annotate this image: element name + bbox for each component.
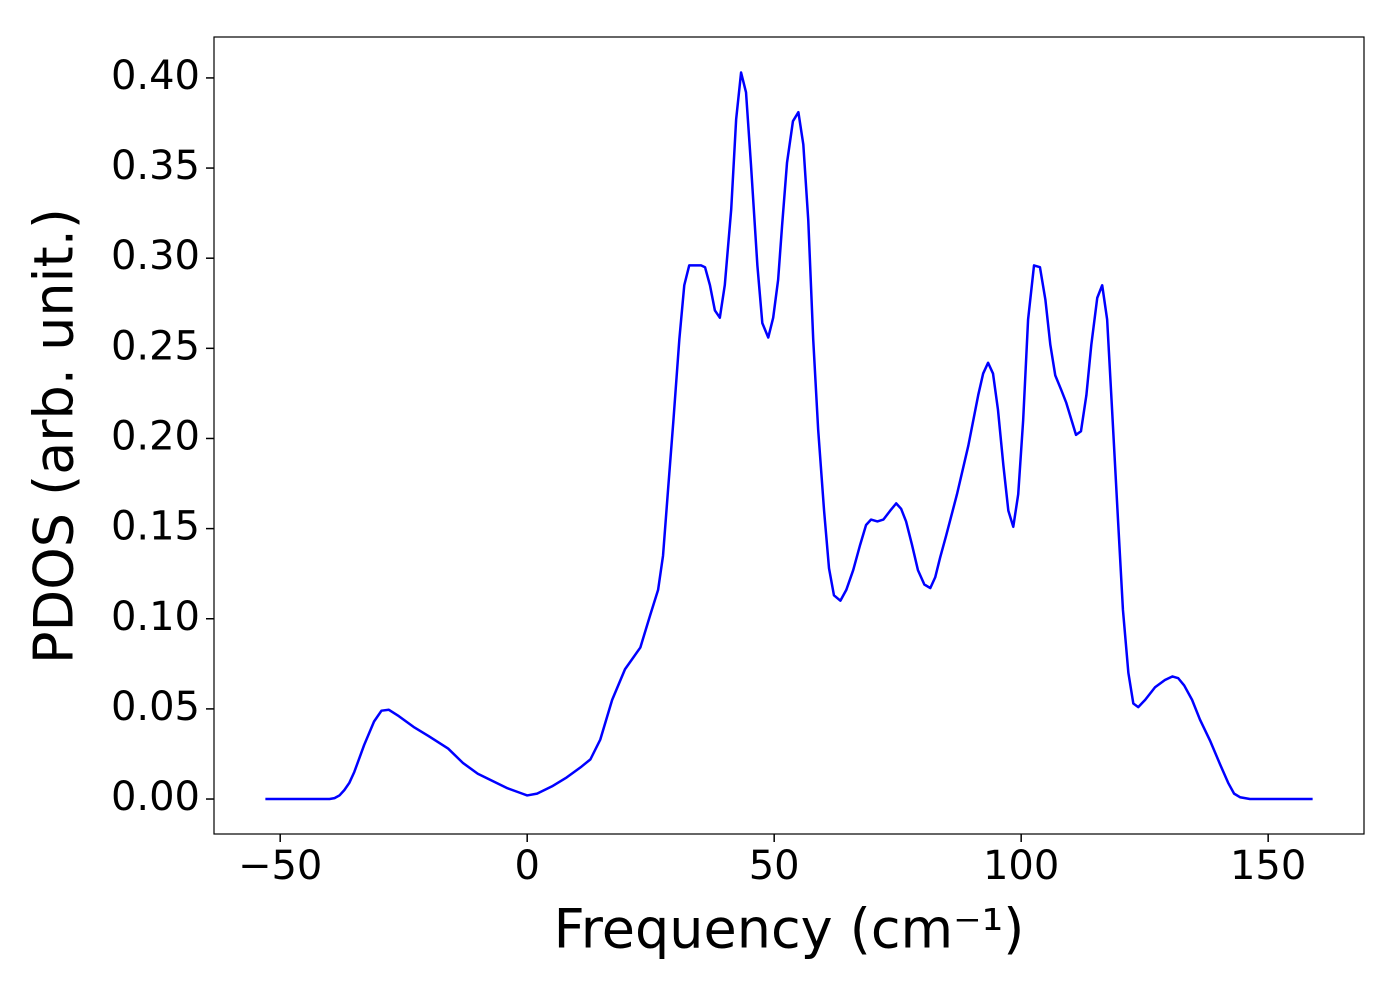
x-axis-label: Frequency (cm⁻¹) xyxy=(554,898,1025,961)
y-tick-label: 0.25 xyxy=(111,323,200,369)
y-tick-label: 0.35 xyxy=(111,143,200,189)
data-line xyxy=(265,71,1313,801)
y-tick-label: 0.10 xyxy=(111,594,200,640)
x-tick-label: 0 xyxy=(514,843,539,889)
plot-frame xyxy=(213,36,1365,835)
y-tick-label: 0.15 xyxy=(111,504,200,550)
y-axis-label: PDOS (arb. unit.) xyxy=(23,208,86,664)
x-tick-label: 50 xyxy=(749,843,800,889)
y-tick-label: 0.05 xyxy=(111,684,200,730)
y-tick-label: 0.40 xyxy=(111,53,200,99)
x-tick-label: −50 xyxy=(238,843,322,889)
x-tick-label: 100 xyxy=(983,843,1059,889)
y-tick-label: 0.20 xyxy=(111,413,200,459)
x-tick-label: 150 xyxy=(1230,843,1306,889)
y-tick-label: 0.00 xyxy=(111,774,200,820)
y-tick-label: 0.30 xyxy=(111,233,200,279)
